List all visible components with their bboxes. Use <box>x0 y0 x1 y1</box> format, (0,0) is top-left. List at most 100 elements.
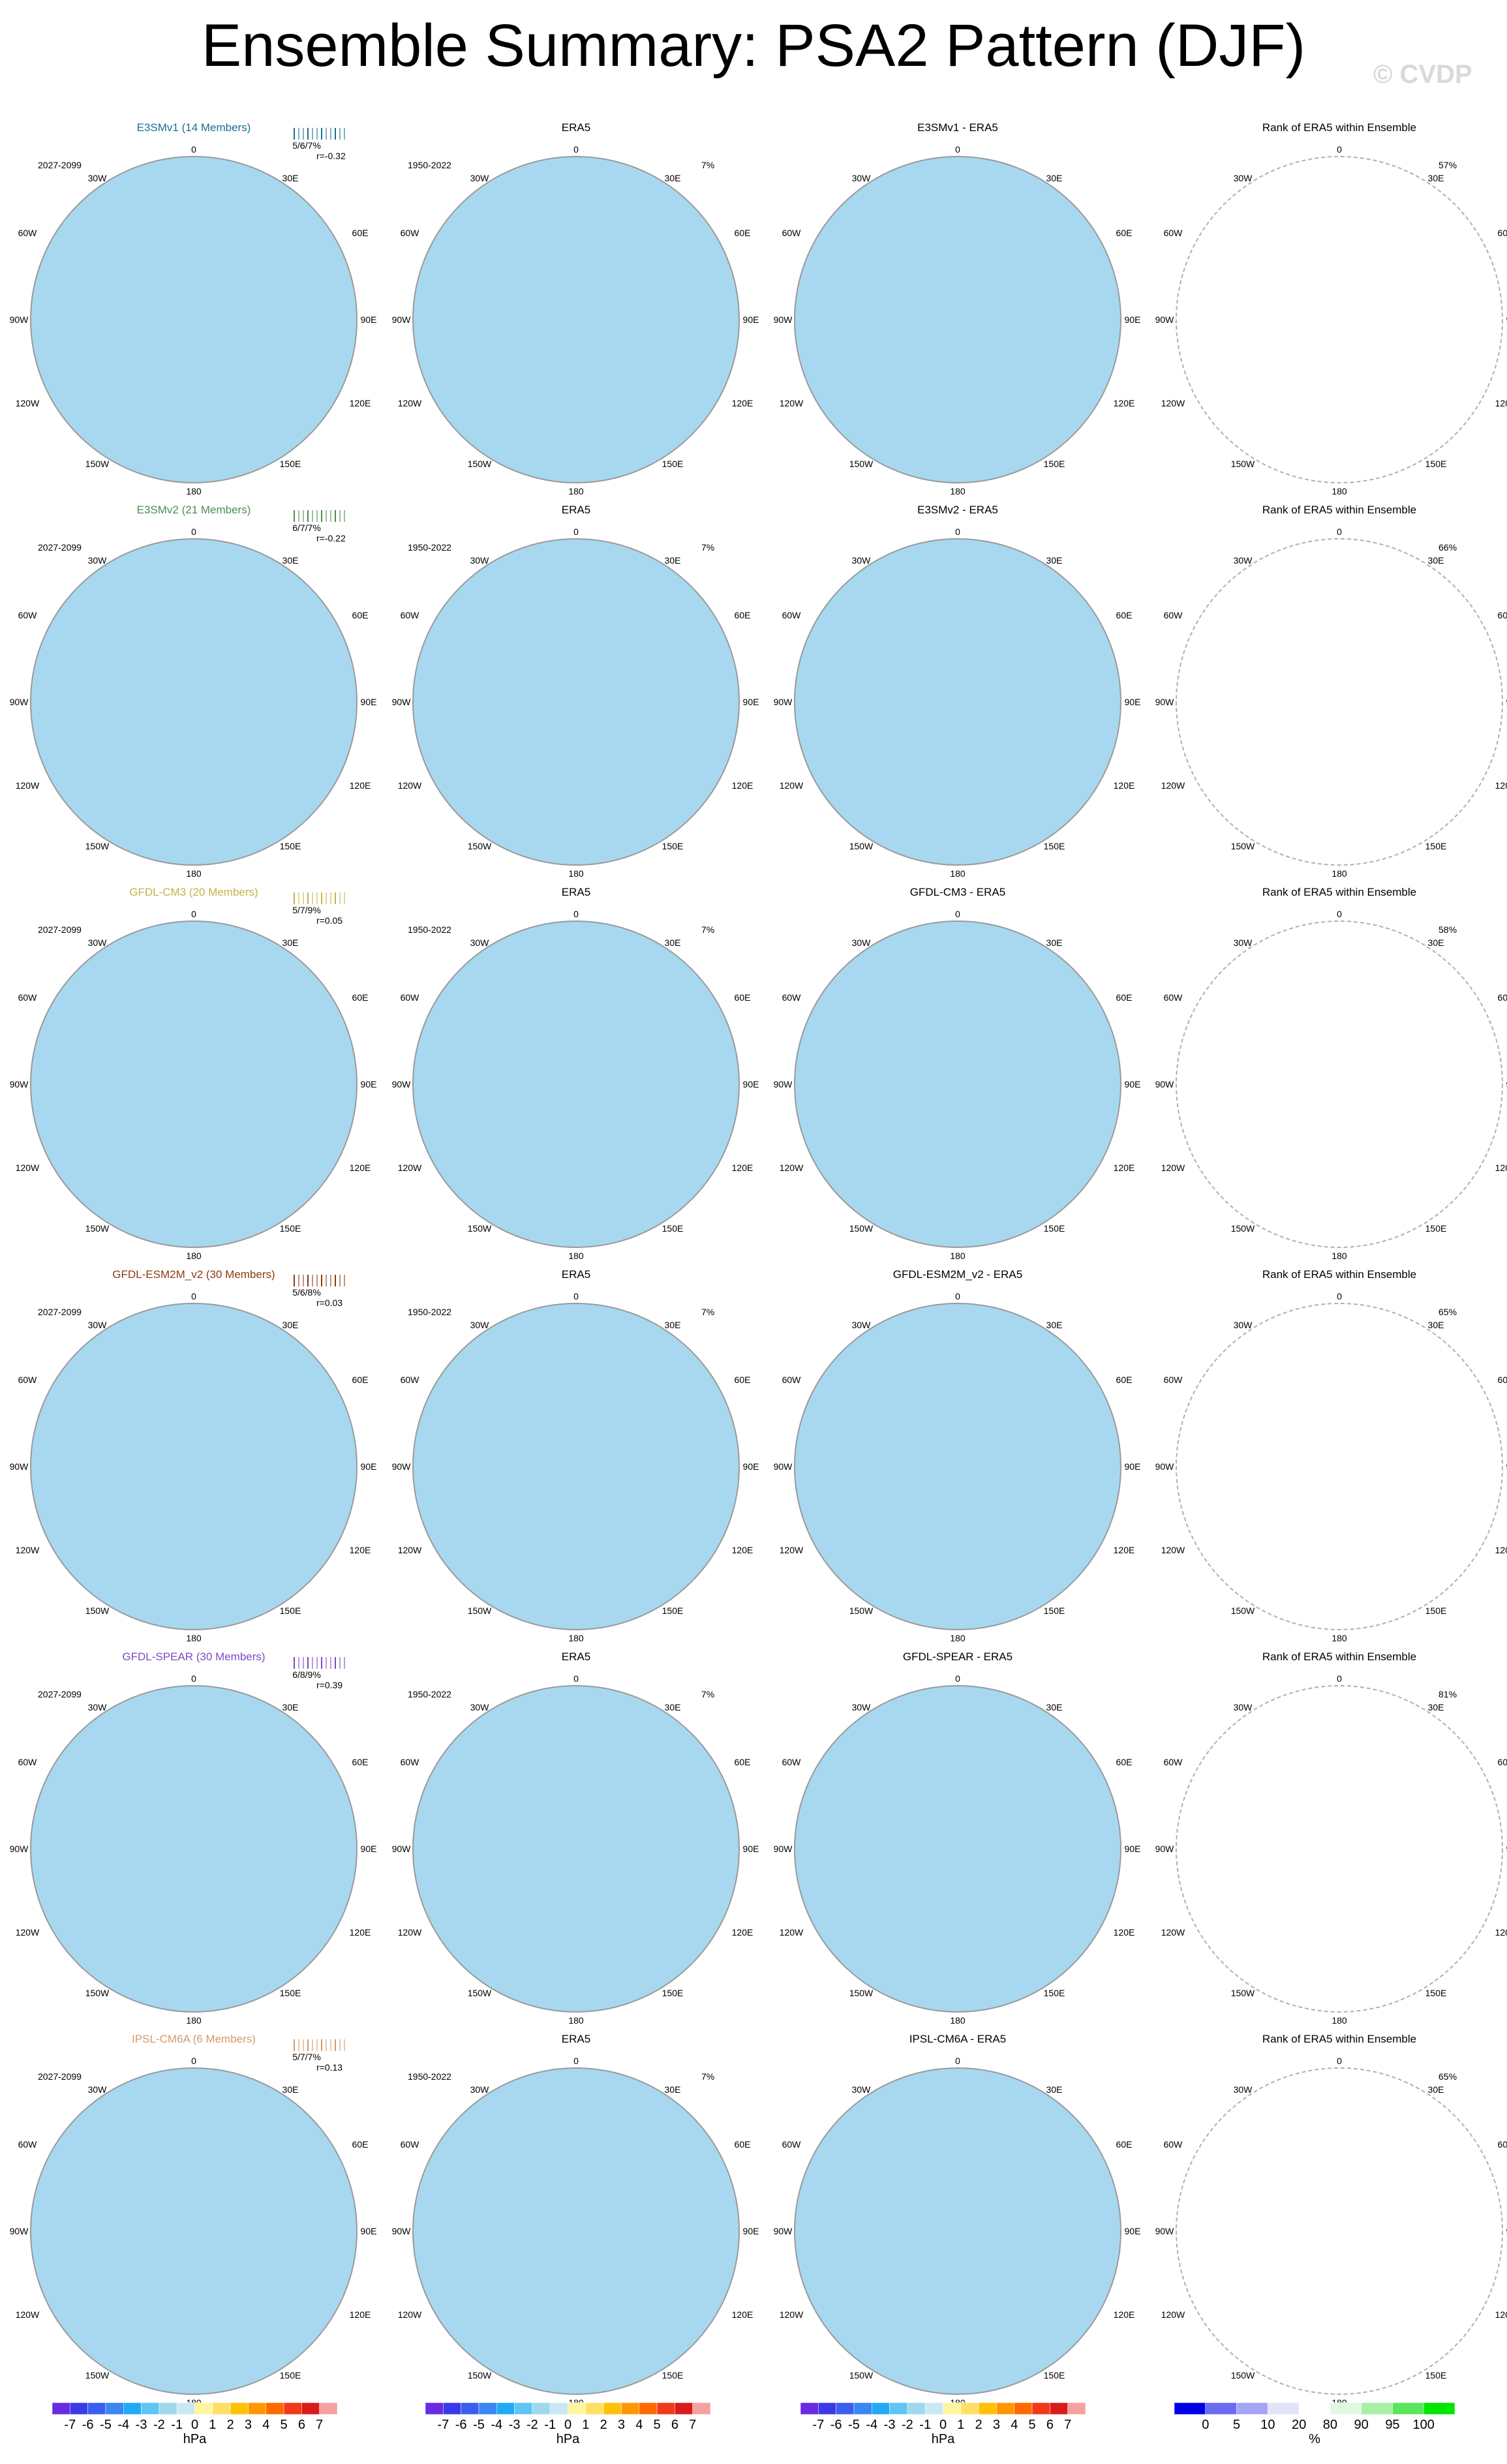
lon-label-30w: 30W <box>470 555 490 566</box>
lon-label-150e: 150E <box>1044 1223 1065 1234</box>
era5-title: ERA5 <box>562 2033 590 2045</box>
map-border <box>1176 538 1503 866</box>
lon-label-180: 180 <box>1332 486 1347 496</box>
ensemble-stats: 5/7/9% <box>292 905 321 915</box>
colorbar-tick-label: -7 <box>64 2418 76 2432</box>
lon-label-120w: 120W <box>398 1927 422 1938</box>
lon-label-150w: 150W <box>85 2370 110 2380</box>
colorbar-tick-label: 5 <box>1233 2418 1240 2432</box>
lon-label-60e: 60E <box>735 1375 751 1385</box>
lon-label-30e: 30E <box>282 2084 299 2095</box>
lon-label-0: 0 <box>1337 1673 1342 1684</box>
lon-label-0: 0 <box>1337 1291 1342 1301</box>
lon-label-30w: 30W <box>1234 555 1253 566</box>
lon-label-150e: 150E <box>1044 841 1065 851</box>
map-border <box>412 1303 740 1630</box>
lon-label-60w: 60W <box>401 992 420 1003</box>
map-background <box>31 1686 357 2012</box>
lon-label-30w: 30W <box>88 173 108 183</box>
lon-label-30w: 30W <box>88 1320 108 1330</box>
lon-label-60e: 60E <box>1498 610 1507 620</box>
era5-map: 0 180 30W 30E 60W 60E 90W 90E 120W 120E 150W 150E <box>392 144 759 496</box>
map-border <box>794 1303 1121 1630</box>
lon-label-120w: 120W <box>1161 780 1185 791</box>
era5-title: ERA5 <box>562 504 590 516</box>
lon-label-60e: 60E <box>1498 1375 1507 1385</box>
map-background <box>1176 921 1502 1247</box>
lon-label-60e: 60E <box>1498 2139 1507 2150</box>
lon-label-150w: 150W <box>468 459 492 469</box>
lon-label-30w: 30W <box>1234 1320 1253 1330</box>
lon-label-150e: 150E <box>280 1988 301 1998</box>
lon-label-120w: 120W <box>780 1163 804 1173</box>
lon-label-0: 0 <box>573 909 579 919</box>
lon-label-90e: 90E <box>1125 697 1141 707</box>
rank-map: 0 180 30W 30E 60W 60E 90W 90E 120W 120E 150W 150E <box>1155 909 1507 1261</box>
explained-variance: 7% <box>701 1307 714 1317</box>
lon-label-90w: 90W <box>10 1844 29 1854</box>
map-background <box>413 1686 739 2012</box>
colorbar-swatch <box>1423 2402 1455 2415</box>
colorbar-swatch <box>656 2402 675 2415</box>
lon-label-30e: 30E <box>282 173 299 183</box>
colorbar-tick-label: -3 <box>884 2418 896 2432</box>
colorbar-tick-label: -1 <box>919 2418 931 2432</box>
lon-label-0: 0 <box>573 1291 579 1301</box>
lon-label-120e: 120E <box>732 1163 754 1173</box>
lon-label-0: 0 <box>1337 2056 1342 2066</box>
colorbar-tick-label: -7 <box>437 2418 449 2432</box>
map-background <box>413 2068 739 2394</box>
map-background <box>413 1303 739 1630</box>
lon-label-30w: 30W <box>88 1702 108 1712</box>
lon-label-150e: 150E <box>1425 1605 1447 1616</box>
lon-label-150w: 150W <box>1231 459 1255 469</box>
lon-label-90e: 90E <box>743 1461 759 1472</box>
lon-label-120e: 120E <box>732 2309 754 2320</box>
colorbar-swatch <box>230 2402 249 2415</box>
map-border <box>1176 920 1503 1248</box>
lon-label-0: 0 <box>191 1673 196 1684</box>
colorbar-tick-label: -5 <box>848 2418 860 2432</box>
pattern-correlation: r=0.05 <box>316 915 342 926</box>
lon-label-150w: 150W <box>849 841 874 851</box>
lon-label-30w: 30W <box>852 2084 872 2095</box>
lon-label-60e: 60E <box>735 610 751 620</box>
lon-label-30e: 30E <box>665 1702 681 1712</box>
colorbar-rank: 0 5 10 20 80 90 95 100% <box>1174 2402 1455 2446</box>
colorbar-swatch <box>1050 2402 1068 2415</box>
rank-percent: 57% <box>1438 160 1457 170</box>
lon-label-90w: 90W <box>1155 1844 1175 1854</box>
lon-label-120w: 120W <box>16 398 40 408</box>
colorbar-swatch <box>1392 2402 1424 2415</box>
period-label: 1950-2022 <box>408 2071 451 2082</box>
map-border <box>412 538 740 866</box>
colorbar-swatch <box>568 2402 586 2415</box>
cvdp-watermark: © CVDP <box>1373 60 1472 89</box>
colorbar-swatch <box>461 2402 480 2415</box>
lon-label-120e: 120E <box>732 398 754 408</box>
colorbar-swatch <box>836 2402 855 2415</box>
lon-label-60w: 60W <box>782 228 802 238</box>
lon-label-30e: 30E <box>1428 173 1444 183</box>
lon-label-150w: 150W <box>468 2370 492 2380</box>
lon-label-120w: 120W <box>1161 1163 1185 1173</box>
lon-label-60e: 60E <box>1116 228 1133 238</box>
ensemble-stats: 5/6/8% <box>292 1287 321 1298</box>
lon-label-60e: 60E <box>352 2139 369 2150</box>
lon-label-150w: 150W <box>468 1988 492 1998</box>
rank-map: 0 180 30W 30E 60W 60E 90W 90E 120W 120E 150W 150E <box>1155 1673 1507 2026</box>
colorbar-swatch <box>52 2402 70 2415</box>
ensemble-stats: 5/6/7% <box>292 140 321 151</box>
lon-label-60w: 60W <box>18 1375 38 1385</box>
colorbar-swatch <box>105 2402 124 2415</box>
lon-label-60w: 60W <box>1164 992 1183 1003</box>
lon-label-90e: 90E <box>361 1461 377 1472</box>
lon-label-30e: 30E <box>282 1320 299 1330</box>
lon-label-30e: 30E <box>1428 1320 1444 1330</box>
explained-variance: 7% <box>701 924 714 935</box>
lon-label-60w: 60W <box>782 2139 802 2150</box>
lon-label-90e: 90E <box>1506 697 1507 707</box>
lon-label-180: 180 <box>1332 1633 1347 1643</box>
lon-label-90e: 90E <box>1506 314 1507 325</box>
